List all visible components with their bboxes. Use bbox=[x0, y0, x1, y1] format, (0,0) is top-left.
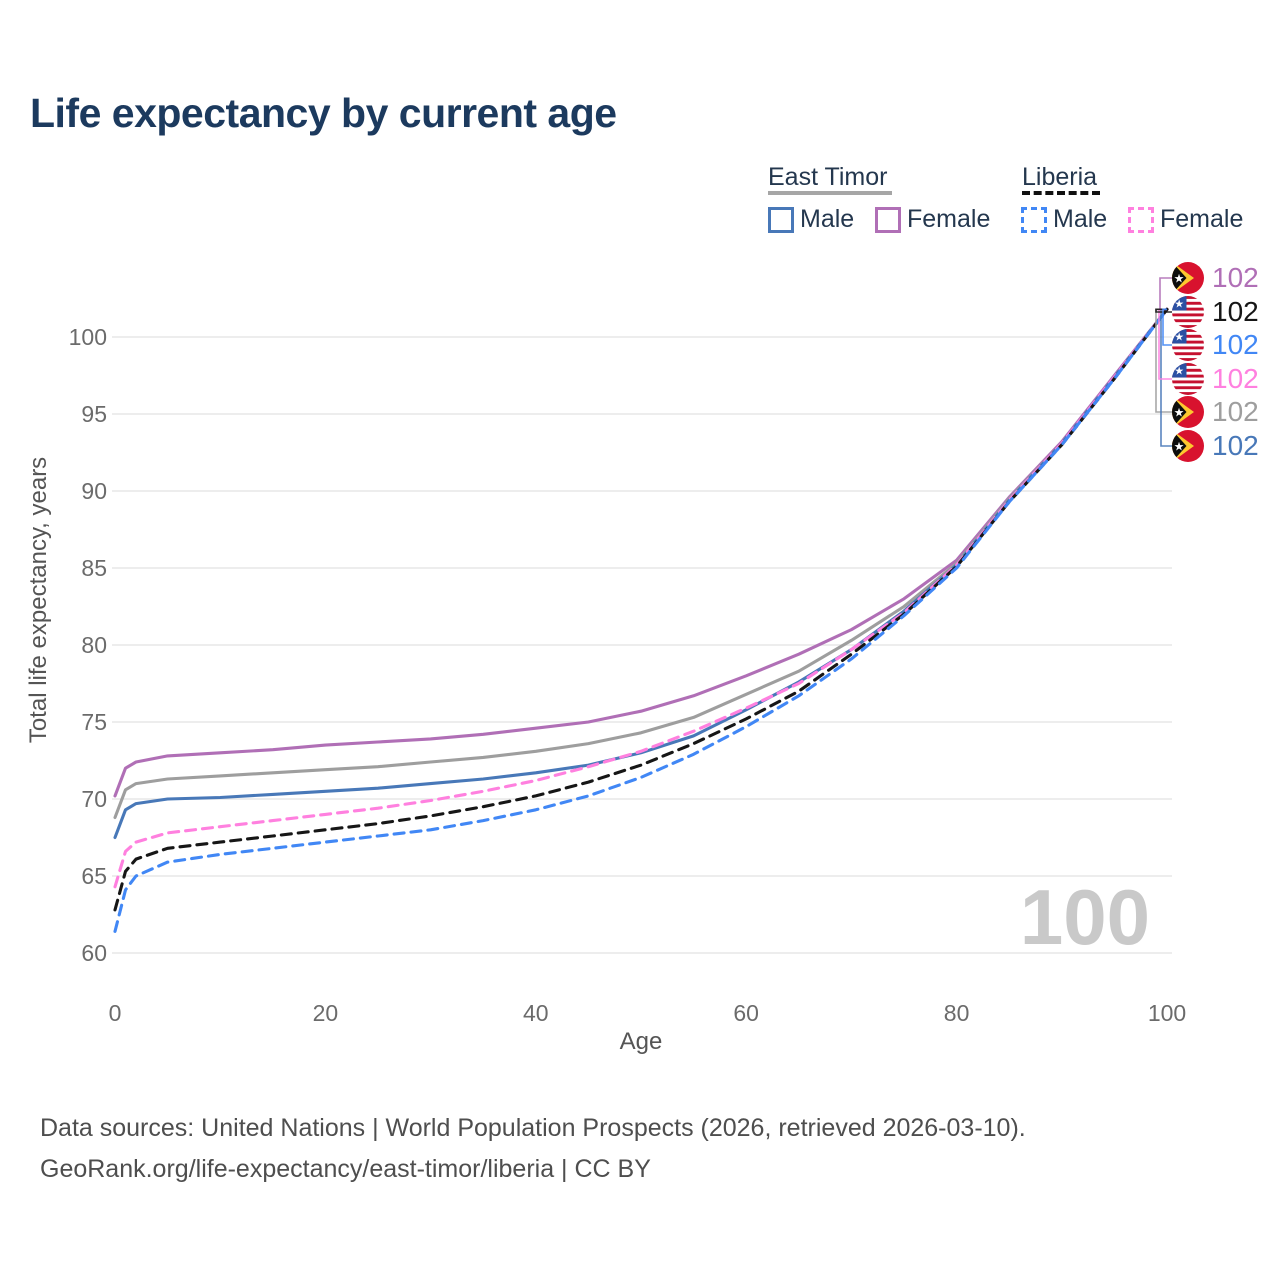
footer-sources-line: Data sources: United Nations | World Pop… bbox=[40, 1114, 1026, 1142]
end-label-liberia-both: 102 bbox=[1212, 296, 1259, 327]
end-label-liberia-female: 102 bbox=[1212, 363, 1259, 394]
y-tick-75: 75 bbox=[81, 709, 107, 735]
x-tick-40: 40 bbox=[523, 1000, 549, 1026]
leader-line-liberia-both bbox=[1155, 308, 1172, 313]
legend-item-label: Female bbox=[1160, 205, 1244, 233]
east-timor-male-swatch-icon bbox=[768, 206, 794, 233]
legend-item-liberia-male[interactable]: Male bbox=[1021, 205, 1107, 234]
leader-line-east-timor-female bbox=[1159, 277, 1172, 311]
legend-item-label: Male bbox=[800, 205, 855, 233]
line-liberia-female bbox=[113, 307, 1169, 889]
liberia-flag-icon bbox=[1172, 363, 1204, 395]
data-source-footer: Data sources: United Nations | World Pop… bbox=[40, 1108, 1026, 1190]
y-axis-title: Total life expectancy, years bbox=[25, 457, 52, 743]
gridlines bbox=[112, 336, 1172, 954]
end-label-leader-lines bbox=[1155, 277, 1172, 447]
end-label-liberia-male: 102 bbox=[1212, 329, 1259, 360]
legend-item-label: Male bbox=[1053, 205, 1108, 233]
line-east-timor-both bbox=[113, 307, 1169, 820]
legend-underline-liberia bbox=[1022, 191, 1100, 195]
east-timor-flag-icon bbox=[1172, 396, 1204, 428]
series-lines bbox=[113, 307, 1169, 933]
liberia-male-swatch-icon bbox=[1021, 206, 1047, 233]
x-tick-0: 0 bbox=[109, 1000, 122, 1026]
y-tick-100: 100 bbox=[69, 324, 107, 350]
legend-group-liberia: Liberia bbox=[1022, 163, 1098, 191]
x-tick-100: 100 bbox=[1148, 1000, 1186, 1026]
east-timor-flag-icon bbox=[1172, 430, 1204, 462]
end-label-east-timor-female: 102 bbox=[1212, 262, 1259, 293]
liberia-flag-icon bbox=[1172, 329, 1204, 361]
x-axis-title: Age bbox=[620, 1028, 663, 1055]
liberia-flag-icon bbox=[1172, 296, 1204, 328]
east-timor-flag-icon bbox=[1172, 262, 1204, 294]
x-axis-tick-labels: 0 20 40 60 80 100 bbox=[109, 1000, 1187, 1026]
watermark-age-counter: 100 bbox=[1020, 873, 1150, 961]
liberia-female-swatch-icon bbox=[1128, 206, 1154, 233]
page-title: Life expectancy by current age bbox=[30, 90, 617, 136]
end-label-east-timor-both: 102 bbox=[1212, 396, 1259, 427]
footer-url-line: GeoRank.org/life-expectancy/east-timor/l… bbox=[40, 1155, 651, 1183]
x-tick-20: 20 bbox=[313, 1000, 339, 1026]
y-tick-70: 70 bbox=[81, 786, 107, 812]
east-timor-female-swatch-icon bbox=[875, 206, 901, 233]
y-tick-95: 95 bbox=[81, 401, 107, 427]
legend-underline-east-timor bbox=[768, 191, 892, 195]
y-tick-60: 60 bbox=[81, 940, 107, 966]
x-tick-60: 60 bbox=[733, 1000, 759, 1026]
y-tick-80: 80 bbox=[81, 632, 107, 658]
y-tick-65: 65 bbox=[81, 863, 107, 889]
legend-group-east-timor: East Timor bbox=[768, 163, 888, 191]
line-liberia-male bbox=[113, 307, 1169, 933]
legend-item-label: Female bbox=[907, 205, 991, 233]
legend-item-liberia-female[interactable]: Female bbox=[1128, 205, 1243, 234]
end-label-east-timor-male: 102 bbox=[1212, 430, 1259, 461]
y-tick-90: 90 bbox=[81, 478, 107, 504]
y-axis-tick-labels: 60 65 70 75 80 85 90 95 100 bbox=[69, 324, 107, 966]
x-tick-80: 80 bbox=[944, 1000, 970, 1026]
legend-item-east-timor-male[interactable]: Male bbox=[768, 205, 854, 234]
line-east-timor-male bbox=[113, 307, 1169, 840]
legend-item-east-timor-female[interactable]: Female bbox=[875, 205, 990, 234]
y-tick-85: 85 bbox=[81, 555, 107, 581]
line-east-timor-female bbox=[113, 307, 1169, 798]
leader-line-liberia-male bbox=[1162, 308, 1172, 346]
